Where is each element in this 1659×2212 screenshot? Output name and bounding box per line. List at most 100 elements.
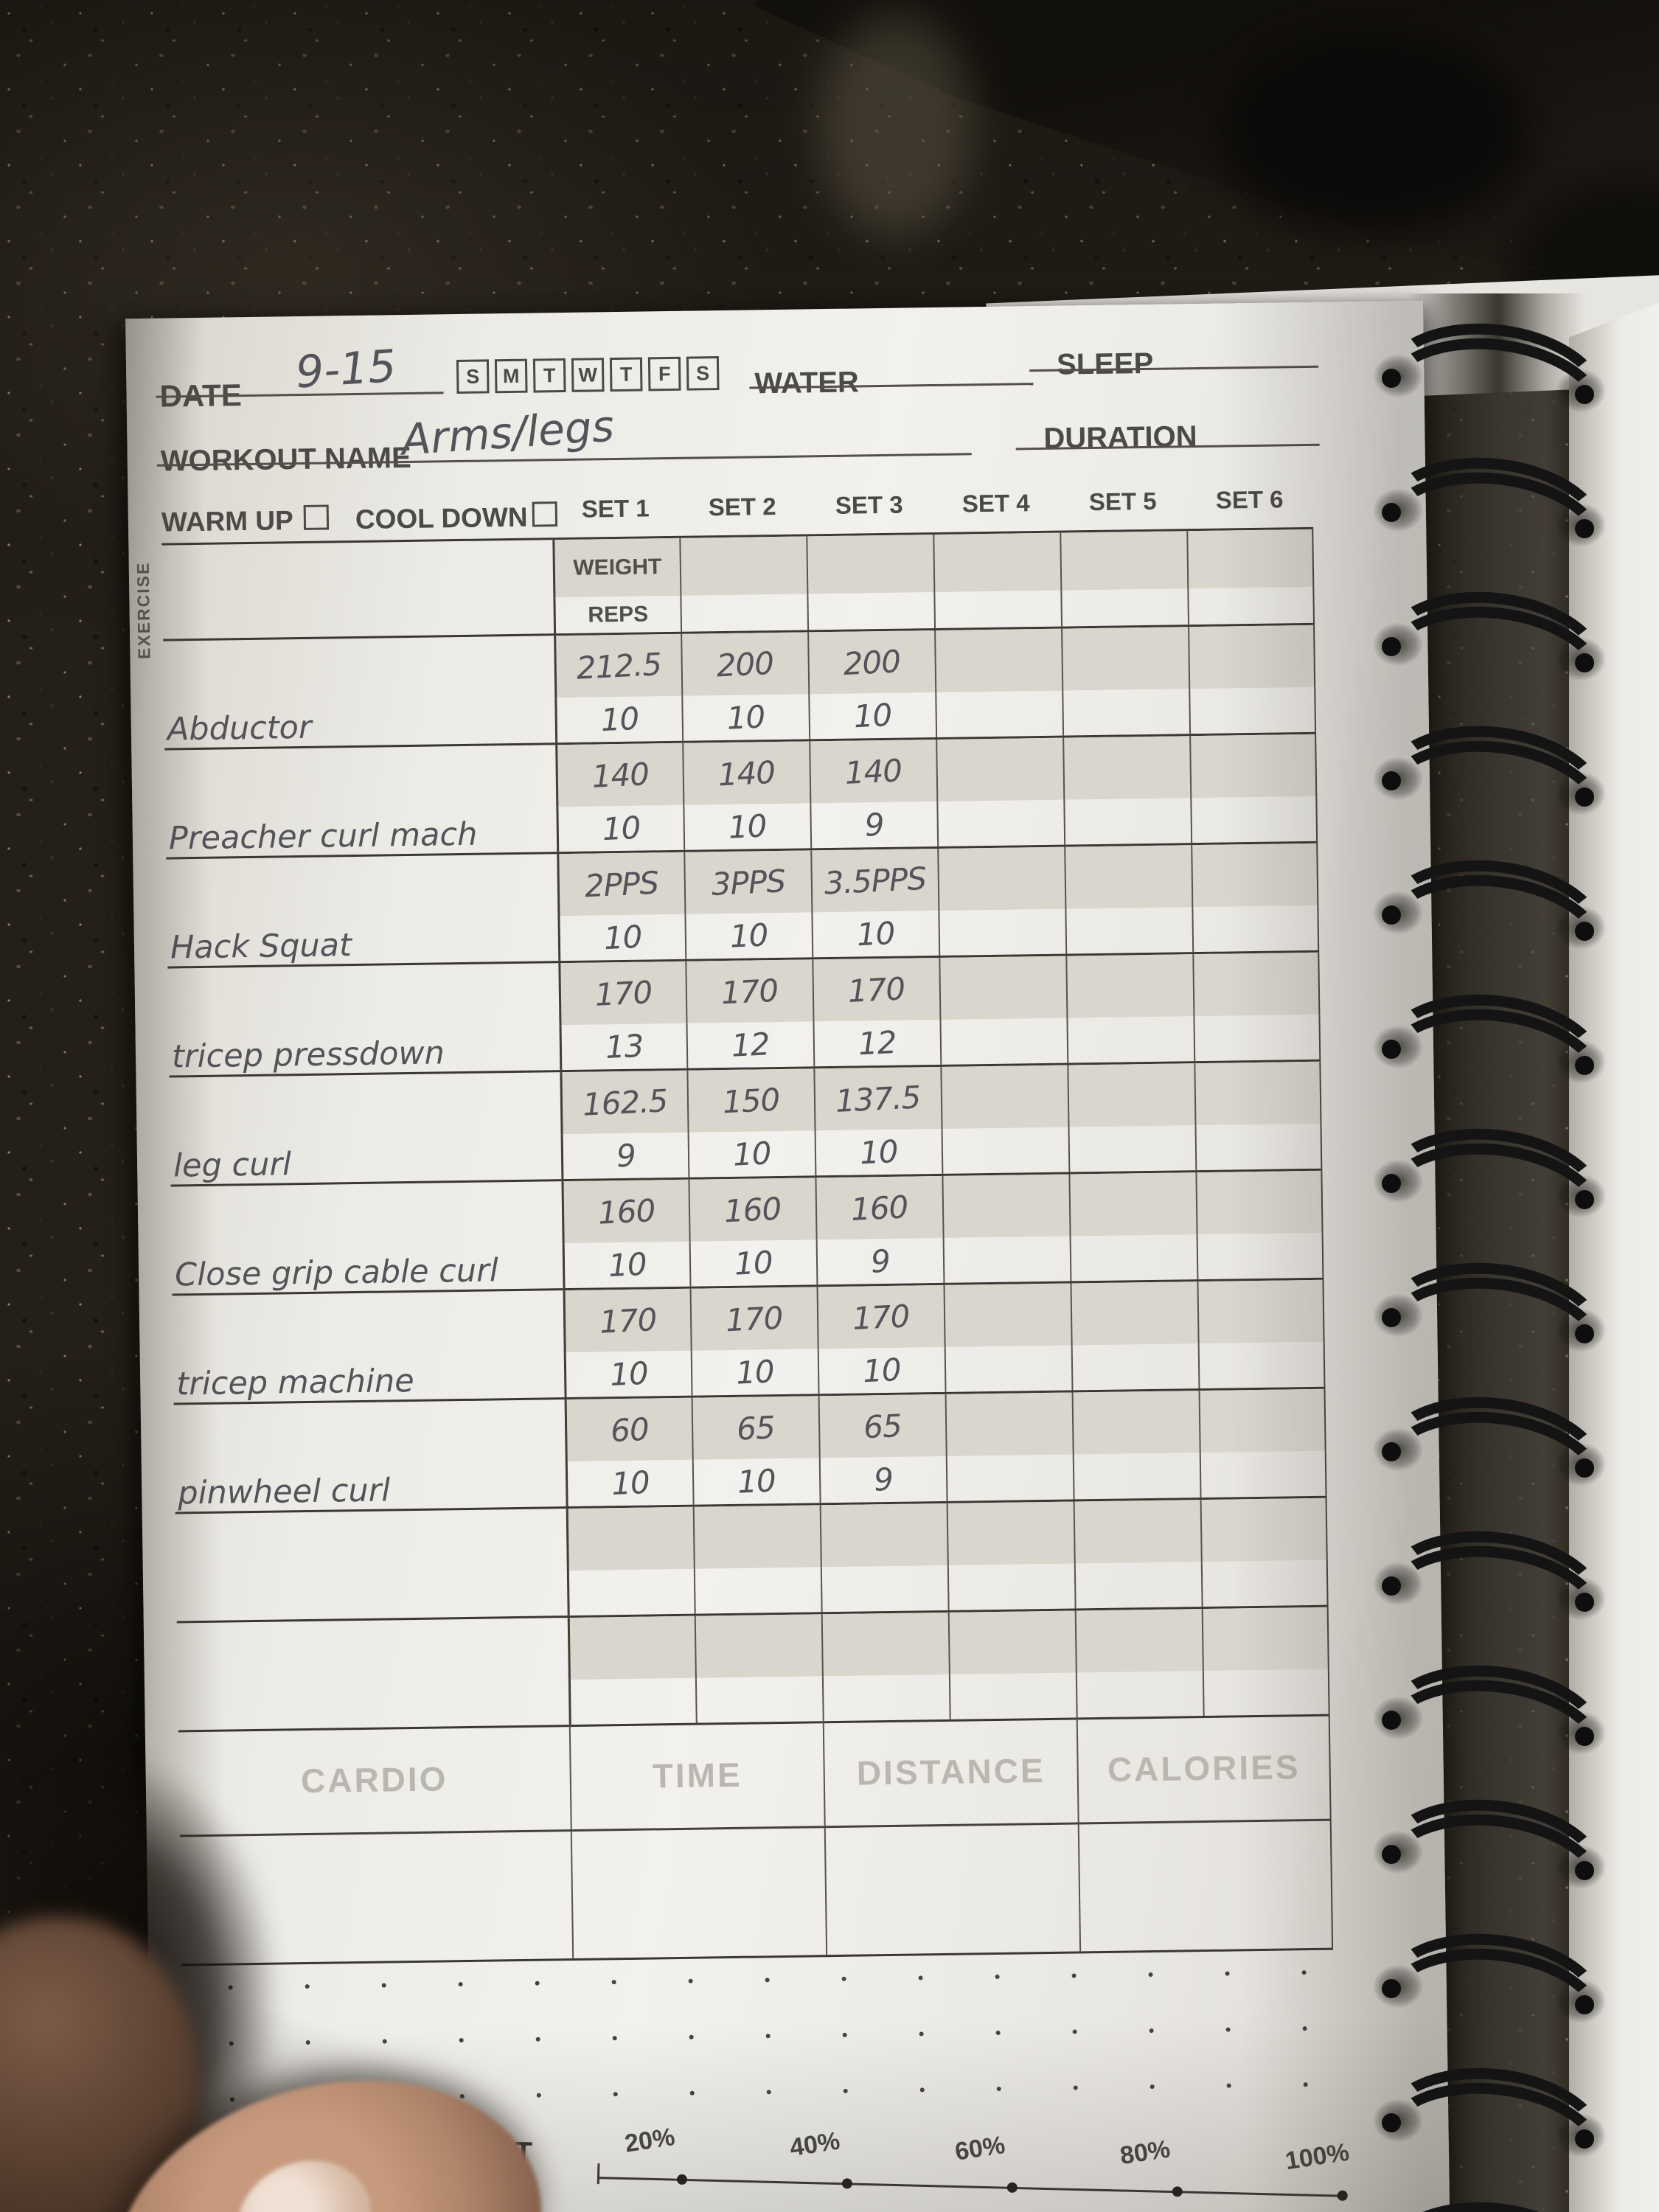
- weight-cells: 170 170 170: [558, 952, 1321, 1026]
- sleep-label: SLEEP: [1056, 347, 1154, 381]
- cardio-section: CARDIO TIME DISTANCE CALORIES: [178, 1714, 1334, 1966]
- weight-cell: [821, 1612, 949, 1677]
- weight-cell: 65: [691, 1396, 819, 1460]
- weight-cell: 3.5PPS: [810, 848, 939, 913]
- reps-cell: 10: [687, 1130, 815, 1178]
- reps-cell: [945, 1454, 1074, 1501]
- weight-cell: [1200, 1498, 1328, 1562]
- coil-wire-end: [1382, 369, 1401, 388]
- weight-cell: 170: [563, 1288, 691, 1353]
- weight-cell: [692, 1505, 821, 1569]
- rate-tick-dot: [1172, 2186, 1183, 2197]
- coil-wire-end: [1382, 1845, 1401, 1864]
- reps-cell: 10: [684, 912, 813, 959]
- weight-cell: [1071, 1391, 1200, 1455]
- coil: [1364, 445, 1615, 620]
- notes-dot: [535, 1980, 540, 1986]
- coil-wire-end: [1382, 1711, 1401, 1730]
- weight-cell: 200: [807, 630, 936, 695]
- weight-cell: [934, 628, 1062, 693]
- notes-dot: [842, 2032, 847, 2037]
- reps-cell: 12: [686, 1021, 814, 1068]
- notes-dot: [765, 2034, 771, 2039]
- notes-dot: [995, 2030, 1001, 2036]
- coil: [1364, 2055, 1615, 2212]
- reps-cell: 10: [692, 1458, 820, 1505]
- notes-dot: [458, 1982, 463, 1987]
- rate-scale-start-tick: [597, 2163, 600, 2185]
- reps-cells: 10 10 9: [565, 1450, 1327, 1507]
- reps-cells: 10 10 10: [563, 1341, 1326, 1398]
- background-blur-object: [1217, 29, 1534, 236]
- reps-cell: [1192, 905, 1320, 953]
- notes-dot: [536, 2093, 541, 2098]
- warm-up-checkbox: [303, 504, 330, 530]
- coil-wire-end: [1382, 771, 1401, 790]
- weight-cells: 162.5 150 137.5: [560, 1061, 1322, 1135]
- exercise-name: tricep pressdown: [171, 1034, 445, 1076]
- notes-dot: [765, 1978, 770, 1983]
- reps-cell: [936, 799, 1065, 846]
- notes-dot: [1150, 2084, 1155, 2090]
- coil-wire-end: [1575, 2129, 1594, 2149]
- reps-cell: 10: [562, 1241, 690, 1289]
- reps-cell: [947, 1563, 1075, 1610]
- reps-cell: 10: [557, 914, 686, 961]
- weight-cell: 170: [812, 957, 940, 1022]
- notes-dot: [381, 1983, 386, 1988]
- reps-cell: 13: [559, 1023, 687, 1071]
- reps-cell: 10: [808, 692, 936, 740]
- coil-wire-end: [1382, 905, 1401, 925]
- weight-cell: [567, 1615, 695, 1680]
- coil-wire-end: [1382, 1308, 1401, 1327]
- weight-cell: [819, 1503, 947, 1568]
- notes-dot: [919, 2087, 925, 2093]
- weight-cell: 170: [816, 1284, 945, 1349]
- sets-table: WEIGHT REPS Abductor 212.5 200 200 10 10 10 Pre…: [161, 526, 1330, 1733]
- weight-cell: [1191, 843, 1319, 908]
- notes-dot: [1225, 2027, 1231, 2032]
- notes-dot: [611, 1980, 616, 1985]
- notes-dot: [919, 2031, 924, 2037]
- coil: [1364, 1384, 1615, 1559]
- notes-dot: [689, 2034, 694, 2039]
- coil: [1364, 1250, 1615, 1425]
- set-header: SET 4: [961, 489, 1030, 518]
- cardio-cell: [824, 1824, 1080, 1955]
- notes-dot: [613, 2092, 618, 2097]
- coil-wire-end: [1575, 1324, 1594, 1343]
- weight-cell: 140: [555, 742, 684, 807]
- reps-cell: [568, 1677, 696, 1725]
- weight-cell: [1070, 1281, 1198, 1346]
- reps-cell: [941, 1127, 1069, 1174]
- coil-wire-end: [1382, 1174, 1401, 1193]
- reps-cell: 10: [554, 695, 683, 743]
- reps-cell: [1196, 1232, 1324, 1280]
- reps-cell: [693, 1567, 821, 1614]
- coil-wire-end: [1575, 1190, 1594, 1209]
- weight-cell: 137.5: [813, 1066, 942, 1131]
- coil-wire-end: [1575, 385, 1594, 404]
- reps-cell: [935, 690, 1063, 737]
- coil-wire-end: [1575, 1593, 1594, 1612]
- reps-cell: [1190, 796, 1318, 844]
- weight-cell: [1201, 1607, 1329, 1672]
- reps-cell: [948, 1672, 1077, 1719]
- notes-dot: [766, 2090, 771, 2095]
- notes-dot: [995, 1974, 1000, 1980]
- coil-wire-end: [1575, 653, 1594, 672]
- exercise-row: Abductor 212.5 200 200 10 10 10: [163, 625, 1317, 751]
- reps-label: REPS: [588, 601, 649, 627]
- exercise-row: Preacher curl mach 140 140 140 10 10 9: [164, 734, 1318, 860]
- reps-cells: 13 12 12: [559, 1014, 1321, 1071]
- notes-dot: [996, 2086, 1001, 2092]
- coil: [1364, 1787, 1615, 1962]
- set-header: SET 1: [581, 494, 650, 523]
- exercise-name: Abductor: [167, 709, 312, 748]
- weight-cell: 200: [681, 632, 809, 696]
- duration-label: DURATION: [1043, 420, 1197, 455]
- weight-cell: [946, 1501, 1074, 1565]
- exercise-name: Hack Squat: [170, 927, 352, 967]
- cardio-header-cell: DISTANCE: [822, 1717, 1078, 1826]
